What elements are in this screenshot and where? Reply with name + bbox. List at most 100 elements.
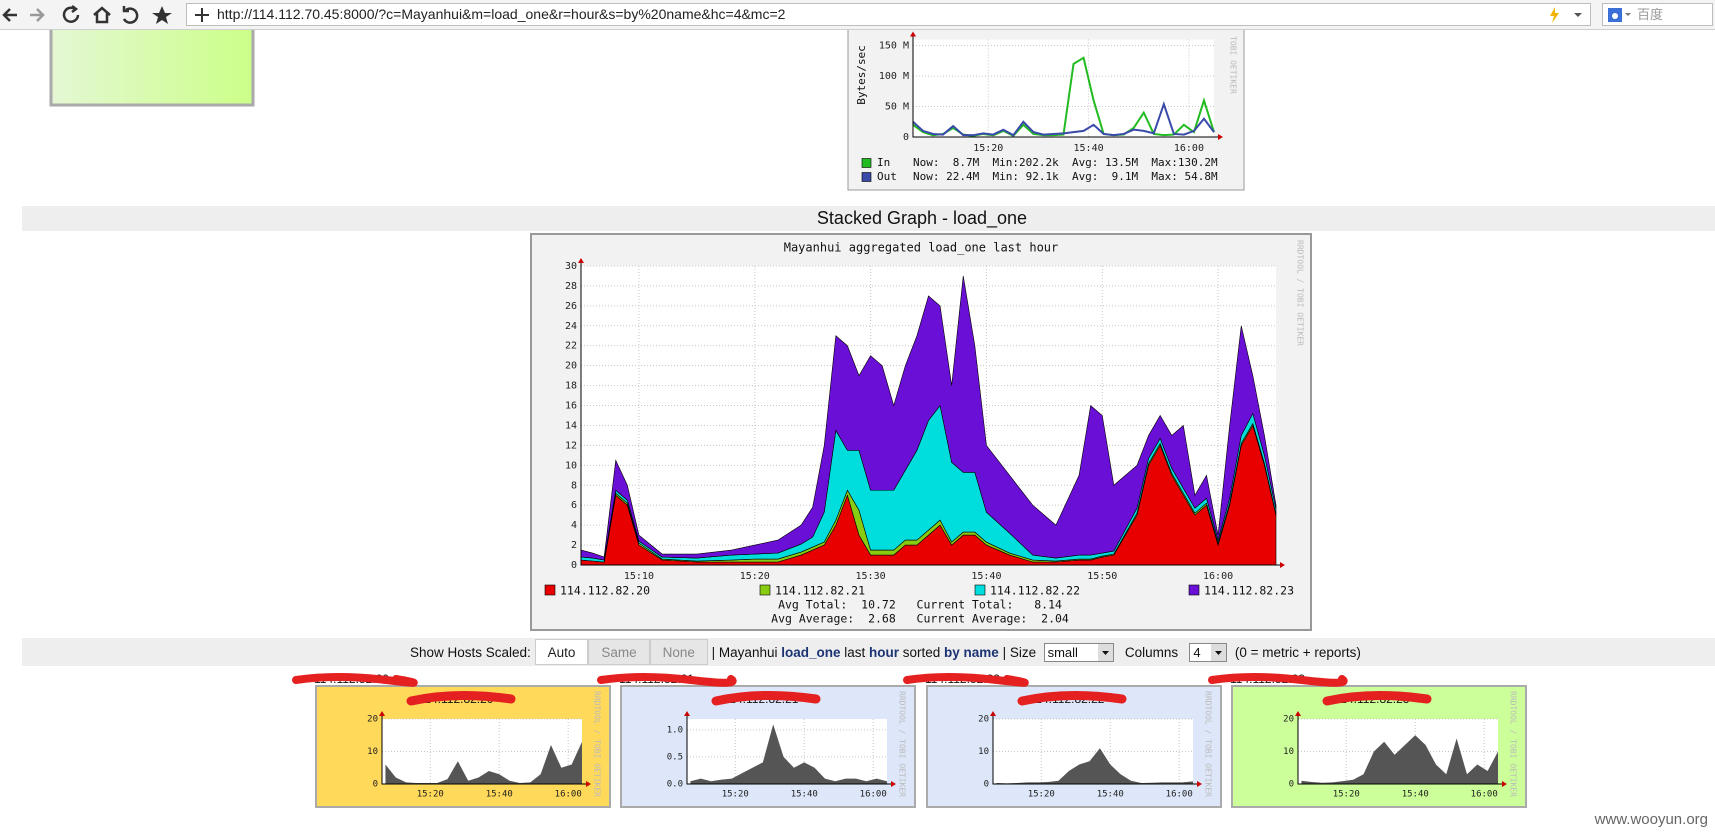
scale-button[interactable]: Same	[588, 639, 650, 665]
size-value: small	[1047, 644, 1078, 660]
redaction	[711, 690, 821, 706]
redaction	[1017, 690, 1127, 706]
axis	[381, 713, 588, 785]
forward-button[interactable]	[30, 8, 45, 22]
credit: TOBI OETIKER	[1229, 36, 1238, 94]
search-box[interactable]: 百度	[1602, 3, 1713, 26]
y-tick-label: 4	[571, 520, 577, 531]
range: hour	[869, 644, 899, 660]
legend-label: 114.112.82.21	[775, 584, 865, 598]
y-tick-label: 1.0	[667, 725, 683, 735]
network-graph: Bytes/sec TOBI OETIKER 0 50 M 100 M 150 M 15:2…	[847, 19, 1245, 191]
y-tick-label: 22	[565, 341, 577, 352]
y-tick-label: 16	[565, 401, 577, 412]
x-tick-label: 15:10	[624, 571, 654, 582]
x-tick-label: 16:00	[860, 790, 887, 800]
graph-title: Mayanhui aggregated load_one last hour	[784, 241, 1059, 255]
y-tick-label: 10	[367, 747, 378, 757]
back-button[interactable]	[2, 8, 17, 22]
x-tick-label: 15:30	[856, 571, 886, 582]
redaction	[1322, 690, 1432, 706]
credit: RRDTOOL / TOBI OETIKER	[1204, 691, 1213, 797]
y-tick-label: 0	[903, 132, 909, 143]
y-tick-label: 24	[565, 321, 577, 332]
columns-label: Columns	[1113, 644, 1190, 660]
dropdown-arrow	[1097, 643, 1113, 661]
nav-icons	[2, 5, 172, 24]
x-tick-label: 16:00	[1174, 143, 1204, 154]
series-line	[912, 100, 1215, 137]
scale-button[interactable]: Auto	[534, 639, 589, 665]
y-tick-label: 2	[571, 540, 577, 551]
new-tab-icon	[195, 8, 209, 22]
home-button[interactable]	[93, 6, 111, 24]
scale-button[interactable]: None	[649, 639, 708, 665]
credit: RRDTOOL / TOBI OETIKER	[593, 691, 602, 797]
legend-swatch	[759, 584, 771, 596]
x-tick-label: 15:20	[417, 790, 444, 800]
address-bar[interactable]: http://114.112.70.45:8000/?c=Mayanhui&m=…	[186, 3, 1591, 26]
y-tick-label: 10	[1283, 747, 1294, 757]
y-tick-label: 0	[373, 780, 378, 790]
y-tick-label: 150 M	[879, 41, 909, 52]
credit: RRDTOOL / TOBI OETIKER	[898, 691, 907, 797]
sort: by name	[944, 644, 999, 660]
y-axis-label: Bytes/sec	[855, 45, 868, 105]
host-area	[996, 748, 1193, 784]
summary-line: Avg Average: 2.68 Current Average: 2.04	[771, 612, 1069, 626]
axis	[686, 713, 893, 785]
x-tick-label: 15:40	[1074, 143, 1104, 154]
y-tick-label: 0.0	[667, 780, 683, 790]
browser-toolbar: http://114.112.70.45:8000/?c=Mayanhui&m=…	[0, 0, 1715, 30]
bookmark-button[interactable]	[152, 6, 172, 24]
y-tick-label: 20	[367, 715, 378, 725]
y-tick-label: 0	[1289, 780, 1294, 790]
y-tick-label: 10	[978, 747, 989, 757]
x-tick-label: 15:40	[1097, 790, 1124, 800]
legend-swatch	[1188, 584, 1200, 596]
size-select[interactable]: small	[1043, 642, 1114, 662]
search-engine-icon	[1608, 8, 1631, 22]
credit: RRDTOOL / TOBI OETIKER	[1296, 240, 1305, 346]
x-tick-label: 15:40	[1402, 790, 1429, 800]
legend-label: 114.112.82.23	[1204, 584, 1294, 598]
x-tick-label: 15:20	[740, 571, 770, 582]
y-tick-label: 0	[984, 780, 989, 790]
legend-swatch	[861, 172, 872, 182]
y-tick-label: 50 M	[885, 102, 909, 113]
scale-label: Show Hosts Scaled:	[410, 644, 531, 660]
cluster-name: | Mayanhui	[707, 644, 782, 660]
x-tick-label: 15:40	[791, 790, 818, 800]
reload-button[interactable]	[62, 5, 80, 23]
x-tick-label: 16:00	[1471, 790, 1498, 800]
watermark: www.wooyun.org	[1594, 811, 1708, 828]
x-tick-label: 15:20	[722, 790, 749, 800]
x-tick-label: 15:40	[486, 790, 513, 800]
legend-label: 114.112.82.22	[990, 584, 1080, 598]
host-thumbnail[interactable]	[49, 26, 255, 107]
host-area	[385, 741, 582, 784]
x-tick-label: 16:00	[555, 790, 582, 800]
x-tick-label: 15:50	[1087, 571, 1117, 582]
axis	[912, 33, 1220, 138]
axis	[992, 713, 1199, 785]
redaction	[1208, 673, 1348, 687]
x-tick-label: 16:00	[1203, 571, 1233, 582]
columns-select[interactable]: 4	[1189, 642, 1228, 662]
y-tick-label: 0	[571, 560, 577, 571]
legend-swatch	[861, 158, 872, 168]
y-tick-label: 14	[565, 420, 577, 431]
stacked-area	[580, 275, 1277, 561]
y-tick-label: 10	[565, 460, 577, 471]
controls-bar: Show Hosts Scaled: Auto Same None | Mayanh…	[22, 638, 1715, 666]
legend-label: Out	[877, 170, 897, 183]
y-tick-label: 18	[565, 381, 577, 392]
redaction	[597, 673, 737, 687]
undo-button[interactable]	[122, 6, 139, 24]
axis	[580, 260, 1282, 566]
